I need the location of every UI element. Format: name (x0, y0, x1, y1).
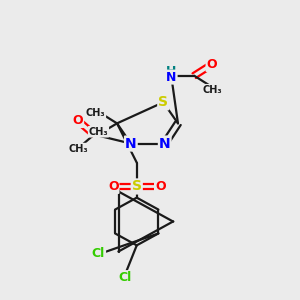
Text: Cl: Cl (92, 247, 105, 260)
Text: S: S (132, 179, 142, 194)
Text: CH₃: CH₃ (89, 127, 108, 137)
Text: N: N (166, 70, 176, 84)
Text: O: O (206, 58, 217, 71)
Text: CH₃: CH₃ (202, 85, 222, 95)
Text: N: N (125, 136, 137, 151)
Text: Cl: Cl (118, 271, 132, 284)
Text: N: N (159, 136, 170, 151)
Text: O: O (108, 180, 119, 193)
Text: S: S (158, 95, 168, 109)
Text: O: O (155, 180, 166, 193)
Text: CH₃: CH₃ (86, 108, 105, 118)
Text: O: O (73, 114, 83, 127)
Text: CH₃: CH₃ (68, 144, 88, 154)
Text: H: H (166, 65, 176, 78)
